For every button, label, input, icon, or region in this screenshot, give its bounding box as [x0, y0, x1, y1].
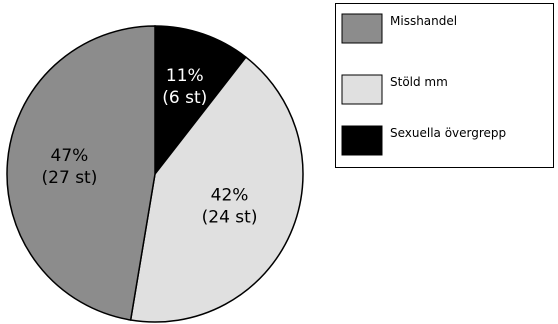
slice-percent-label: 11% [166, 66, 204, 86]
pie-slice-labels: 11%(6 st) 42%(24 st) 47%(27 st) [42, 66, 258, 227]
slice-count-label: (27 st) [42, 168, 98, 188]
legend-swatch [341, 74, 383, 105]
slice-count-label: (24 st) [202, 208, 258, 228]
slice-count-label: (6 st) [162, 88, 207, 108]
pie-slice-1 [129, 56, 304, 323]
legend: Misshandel Stöld mm Sexuella övergrepp [335, 3, 554, 168]
slice-percent-label: 42% [211, 186, 249, 206]
pie-slice-0 [154, 25, 247, 177]
legend-swatch [341, 13, 383, 44]
slice-percent-label: 47% [51, 146, 89, 166]
legend-label: Stöld mm [390, 75, 448, 89]
pie-slices [6, 25, 304, 323]
legend-swatch [341, 125, 383, 156]
legend-label: Misshandel [390, 14, 457, 28]
legend-label: Sexuella övergrepp [390, 126, 506, 140]
pie-slice-2 [6, 25, 156, 321]
legend-entries: Misshandel Stöld mm Sexuella övergrepp [341, 13, 506, 156]
